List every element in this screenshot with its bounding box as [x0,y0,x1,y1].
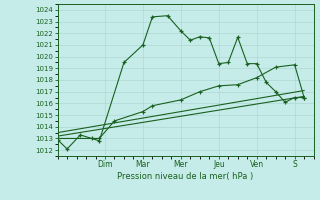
X-axis label: Pression niveau de la mer( hPa ): Pression niveau de la mer( hPa ) [117,172,254,181]
